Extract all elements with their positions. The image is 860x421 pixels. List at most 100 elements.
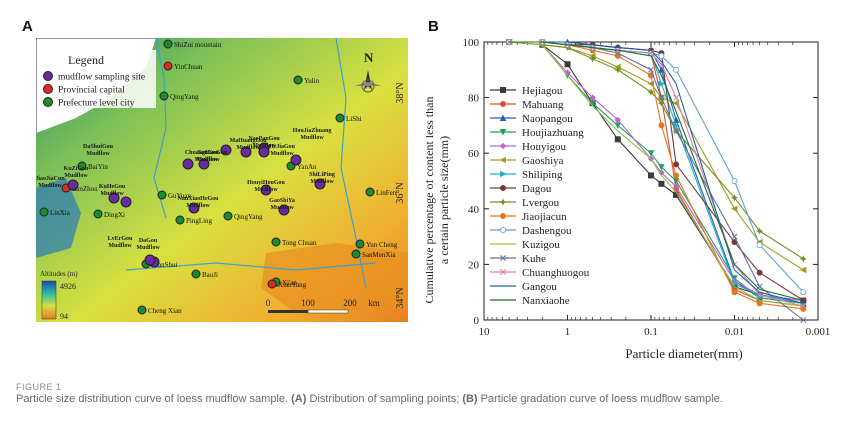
data-point [614, 116, 621, 124]
data-point [673, 66, 680, 73]
data-point [799, 255, 807, 263]
mudflow-site-marker [278, 204, 290, 216]
city-marker [365, 187, 375, 197]
caption-text: Particle size distribution curve of loes… [16, 393, 292, 405]
data-point [500, 184, 507, 191]
legend-entry: Houyigou [490, 141, 567, 153]
legend-label: Kuhe [522, 253, 546, 265]
lat-label-right: 38°N [395, 82, 406, 103]
city-label: SanMenXia [362, 251, 396, 259]
map-legend-title: Legend [68, 53, 104, 67]
map-svg: Legend mudflow sampling site Provincial c… [23, 26, 409, 334]
altitude-colorbar [41, 280, 57, 320]
data-point [499, 129, 507, 136]
lat-label-right: 36°N [395, 182, 406, 203]
scale-label: 100 [301, 298, 315, 308]
data-point [756, 300, 763, 307]
data-point [500, 255, 506, 261]
city-label: QingYang [234, 213, 263, 221]
mudflow-site-marker [260, 184, 272, 196]
data-point [730, 194, 739, 202]
panel-b-letter: B [428, 18, 439, 35]
high-mountain-area [36, 178, 81, 258]
mudflow-site-marker [144, 254, 156, 266]
data-point [648, 66, 654, 73]
mudflow-site-marker [314, 178, 326, 190]
legend-label: Kuzigou [522, 239, 560, 251]
data-point [499, 198, 507, 206]
city-marker [175, 215, 185, 225]
data-point [800, 305, 807, 312]
city-marker [163, 39, 173, 49]
mudflow-label: HouJiaZhuang Mudflow [293, 128, 332, 141]
mudflow-label: DaGou Mudflow [136, 238, 160, 251]
mudflow-site-marker [240, 146, 252, 158]
caption-b-text: Particle gradation curve of loess mudflo… [477, 393, 723, 405]
data-point [673, 161, 680, 168]
x-tick-label: 0.01 [725, 326, 744, 338]
y-tick-label: 0 [474, 315, 480, 327]
data-point [800, 289, 807, 296]
city-label: BaiYin [88, 163, 108, 171]
city-marker [93, 209, 103, 219]
x-tick-label: 1 [565, 326, 571, 338]
data-point [756, 227, 764, 235]
city-marker [39, 207, 49, 217]
scale-bar [268, 309, 349, 314]
river-line [125, 262, 377, 271]
mudflow-label: NaoPanGou Mudflow [248, 136, 280, 149]
legend-label: Lvergou [522, 197, 560, 209]
data-point [658, 122, 665, 129]
data-point [647, 150, 655, 157]
y-tick-label: 80 [468, 93, 480, 105]
series-line [509, 41, 804, 307]
legend-entry: Kuzigou [490, 239, 560, 251]
data-point [658, 61, 665, 68]
figure-caption: Particle size distribution curve of loes… [16, 393, 723, 405]
mudflow-site-marker [198, 158, 210, 170]
mudflow-label: LvErGou Mudflow [108, 236, 133, 249]
legend-item-label: Provincial capital [58, 86, 125, 96]
series-gangou [509, 41, 804, 304]
legend-label: Nanxiaohe [522, 295, 570, 307]
mudflow-label: HeJiaGou Mudflow [269, 144, 296, 157]
city-marker [271, 237, 281, 247]
mudflow-label: JiaoJiaCun Mudflow [36, 176, 65, 189]
city-label: YanAn [297, 163, 317, 171]
altitude-title: Altitudes (m) [40, 270, 78, 278]
city-marker [137, 305, 147, 315]
data-point [499, 114, 507, 121]
data-point [647, 172, 654, 179]
city-marker [191, 269, 201, 279]
north-arrow-icon [354, 70, 382, 93]
map-panel: Legend mudflow sampling site Provincial c… [23, 26, 409, 334]
lat-label-right: 34°N [395, 287, 406, 308]
data-point [756, 269, 763, 276]
caption-b-tag: (B) [462, 393, 478, 405]
data-point [800, 303, 807, 310]
city-marker [159, 91, 169, 101]
caption-a-text: Distribution of sampling points; [306, 393, 463, 405]
mudflow-label: GaoShiYa Mudflow [269, 198, 295, 211]
data-point [658, 94, 665, 101]
data-point [658, 66, 665, 73]
data-point [799, 266, 807, 274]
data-point [499, 156, 506, 164]
series-line [509, 41, 804, 304]
mudflow-site-marker [290, 154, 302, 166]
data-point [673, 94, 680, 101]
city-label: QingYang [170, 93, 199, 101]
city-label: YinChuan [174, 63, 203, 71]
x-axis-label: Particle diameter(mm) [625, 346, 742, 361]
mudflow-site-marker [182, 158, 194, 170]
city-label: TianShui [152, 261, 177, 269]
mudflow-label: ShiLiPing Mudflow [309, 172, 335, 185]
lowland-area [261, 243, 408, 313]
city-label: Tong Chuan [282, 239, 317, 247]
mudflow-label: KuZiGou Mudflow [64, 166, 89, 179]
north-label: N [364, 50, 374, 65]
legend-entry: Lvergou [490, 197, 560, 209]
series-nanxiaohe [509, 41, 804, 302]
data-point [731, 205, 738, 213]
data-point [658, 52, 665, 59]
